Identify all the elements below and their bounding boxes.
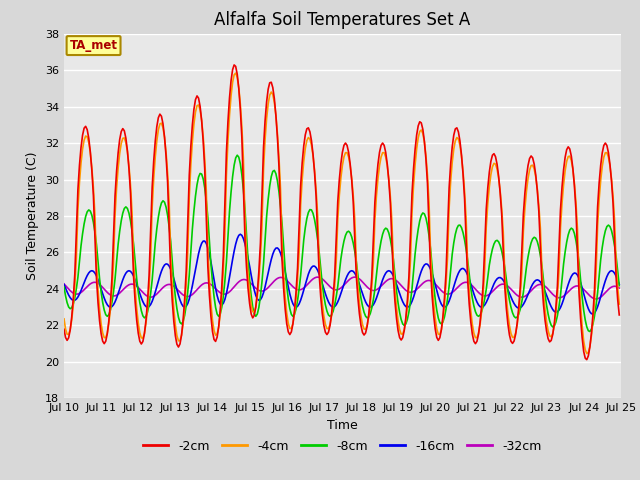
-2cm	[255, 268, 263, 274]
-4cm	[226, 112, 234, 118]
-32cm	[244, 278, 252, 284]
-32cm	[314, 274, 321, 280]
-2cm	[226, 95, 234, 101]
-16cm	[589, 311, 596, 317]
Line: -16cm: -16cm	[64, 234, 620, 314]
-8cm	[305, 210, 312, 216]
-8cm	[588, 326, 595, 332]
-4cm	[246, 289, 253, 295]
-4cm	[305, 135, 312, 141]
-4cm	[255, 277, 263, 283]
-16cm	[616, 281, 623, 287]
-4cm	[128, 210, 136, 216]
-32cm	[616, 285, 623, 291]
-8cm	[128, 228, 136, 234]
-16cm	[237, 231, 244, 237]
-4cm	[616, 301, 623, 307]
-32cm	[303, 282, 310, 288]
-16cm	[305, 271, 312, 277]
-2cm	[616, 312, 623, 318]
-8cm	[234, 152, 241, 158]
-2cm	[583, 357, 591, 362]
-32cm	[60, 281, 68, 287]
Line: -32cm: -32cm	[64, 277, 620, 299]
Y-axis label: Soil Temperature (C): Soil Temperature (C)	[26, 152, 39, 280]
-2cm	[128, 232, 136, 238]
-4cm	[60, 316, 68, 322]
Line: -8cm: -8cm	[64, 155, 620, 332]
-2cm	[588, 330, 595, 336]
-8cm	[226, 209, 234, 215]
-2cm	[305, 125, 312, 131]
-16cm	[255, 298, 263, 303]
-32cm	[592, 296, 600, 302]
-8cm	[255, 304, 263, 310]
-4cm	[588, 333, 595, 339]
-8cm	[586, 329, 594, 335]
-8cm	[246, 277, 253, 283]
Line: -4cm: -4cm	[64, 73, 620, 354]
Text: TA_met: TA_met	[70, 39, 118, 52]
-8cm	[60, 284, 68, 290]
-4cm	[583, 351, 591, 357]
-2cm	[230, 62, 238, 68]
-16cm	[226, 275, 234, 280]
-32cm	[226, 289, 234, 295]
-16cm	[246, 263, 253, 269]
Legend: -2cm, -4cm, -8cm, -16cm, -32cm: -2cm, -4cm, -8cm, -16cm, -32cm	[138, 435, 547, 458]
-4cm	[232, 70, 239, 76]
-32cm	[253, 287, 261, 292]
Title: Alfalfa Soil Temperatures Set A: Alfalfa Soil Temperatures Set A	[214, 11, 470, 29]
-2cm	[246, 300, 253, 306]
-16cm	[586, 309, 594, 315]
-16cm	[128, 270, 136, 276]
-8cm	[616, 283, 623, 288]
-32cm	[128, 281, 136, 287]
Line: -2cm: -2cm	[64, 65, 620, 360]
-2cm	[60, 326, 68, 332]
-16cm	[60, 281, 68, 287]
-32cm	[586, 293, 594, 299]
X-axis label: Time: Time	[327, 419, 358, 432]
